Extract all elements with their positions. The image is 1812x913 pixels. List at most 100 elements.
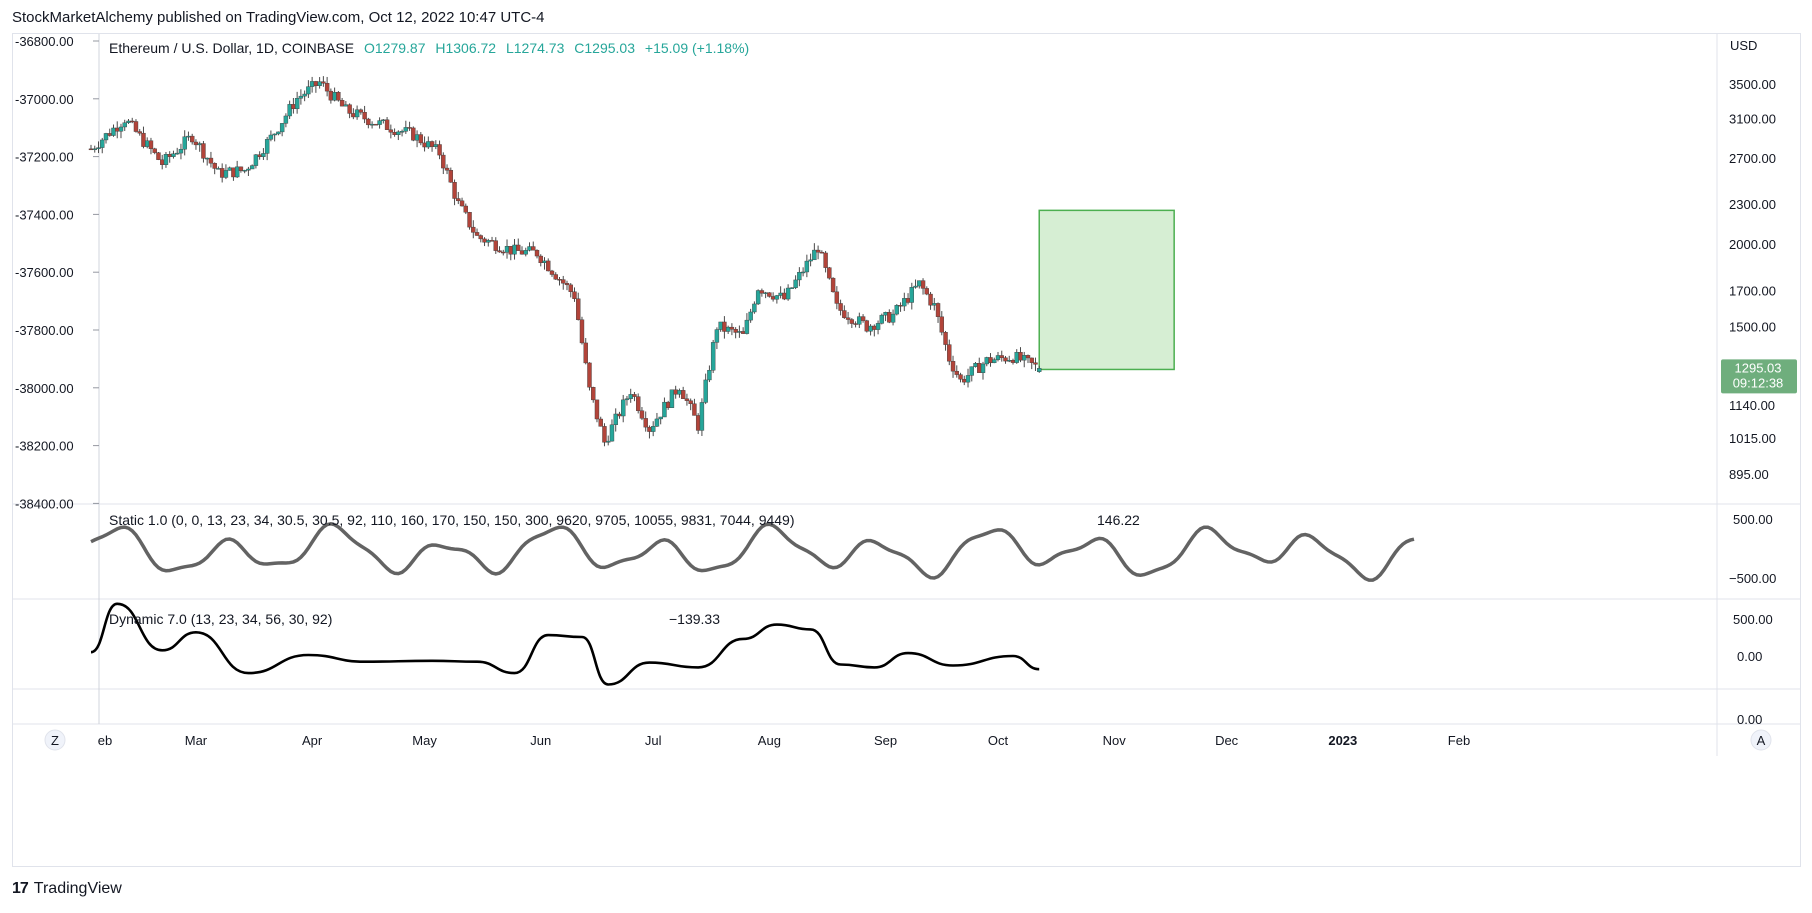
candle-body	[842, 310, 847, 318]
candle-body	[980, 363, 986, 373]
candle-body	[553, 274, 558, 280]
candle-body	[309, 81, 315, 87]
time-axis[interactable]: eb Mar Apr May Jun Jul Aug Sep Oct Nov Dec 2023 Feb	[98, 733, 1470, 748]
candle-body	[433, 144, 439, 147]
timezone-button[interactable]: Z	[44, 729, 66, 751]
candle-body	[714, 329, 720, 343]
close-value: C1295.03	[574, 40, 635, 56]
candle-body	[523, 250, 528, 255]
candle-body	[763, 292, 768, 294]
candle-body	[872, 325, 877, 330]
candle-body	[710, 342, 716, 371]
left-scale-tick: -37400.00	[15, 207, 74, 222]
candle-body	[583, 342, 588, 364]
candle-body	[1014, 352, 1019, 363]
candle-body	[171, 153, 176, 157]
candle-body	[834, 291, 840, 304]
main-legend[interactable]: Ethereum / U.S. Dollar, 1D, COINBASE O12…	[109, 40, 749, 56]
candle-body	[1010, 360, 1016, 363]
candle-body	[478, 235, 483, 240]
candlestick-series[interactable]	[88, 76, 1042, 447]
candle-body	[639, 410, 645, 419]
left-price-scale[interactable]: -36800.00 -37000.00 -37200.00 -37400.00 -376…	[15, 34, 99, 511]
static-oscillator-line[interactable]	[90, 522, 1415, 582]
candle-body	[474, 232, 480, 236]
candle-body	[103, 133, 109, 141]
candle-body	[175, 152, 180, 155]
candle-body	[122, 122, 127, 128]
candle-body	[1033, 362, 1038, 365]
candle-body	[958, 374, 963, 380]
candle-body	[827, 267, 832, 279]
timezone-button-label: Z	[51, 733, 59, 748]
left-scale-tick: -37200.00	[15, 150, 74, 165]
candle-body	[152, 148, 157, 153]
candle-body	[1022, 355, 1027, 361]
candle-body	[722, 321, 727, 332]
candle-body	[665, 401, 671, 408]
candle-body	[302, 93, 307, 97]
tradingview-logo[interactable]: 17 TradingView	[12, 880, 122, 898]
candle-body	[650, 426, 656, 432]
candle-body	[92, 148, 97, 151]
candle-body	[418, 134, 424, 144]
low-value: L1274.73	[506, 40, 565, 56]
time-axis-label: Jun	[530, 733, 551, 748]
candle-body	[216, 168, 221, 170]
candle-body	[695, 415, 701, 431]
candle-body	[283, 115, 289, 124]
candle-body	[564, 283, 570, 286]
candle-body	[126, 120, 131, 123]
candle-body	[962, 378, 967, 383]
candle-body	[860, 316, 866, 321]
right-price-scale[interactable]: 3500.00 3100.00 2700.00 2300.00 2000.00 1700.…	[1729, 77, 1776, 482]
candle-body	[913, 285, 918, 288]
candle-body	[598, 418, 603, 427]
candle-body	[789, 287, 795, 289]
candle-body	[965, 375, 971, 383]
chart-frame[interactable]: -36800.00 -37000.00 -37200.00 -37400.00 -376…	[12, 33, 1801, 867]
time-axis-label: Nov	[1103, 733, 1127, 748]
candle-body	[1003, 357, 1008, 362]
candle-body	[703, 379, 708, 403]
price-scale-tick: 895.00	[1729, 467, 1769, 482]
candle-body	[992, 359, 997, 364]
candle-body	[845, 317, 851, 320]
candle-body	[204, 157, 210, 160]
candle-body	[396, 131, 401, 135]
candle-body	[621, 399, 626, 417]
candle-body	[561, 279, 566, 284]
candle-body	[591, 387, 596, 401]
candle-body	[628, 394, 633, 399]
candle-body	[234, 166, 240, 178]
candle-body	[774, 295, 780, 300]
candle-body	[317, 81, 322, 86]
candle-body	[358, 109, 364, 113]
candle-body	[261, 153, 266, 157]
candle-body	[118, 126, 124, 132]
time-axis-label: Jul	[645, 733, 662, 748]
candle-body	[373, 123, 379, 126]
time-axis-label: Dec	[1215, 733, 1239, 748]
candle-body	[890, 313, 896, 323]
candle-body	[636, 396, 641, 411]
candle-body	[924, 288, 929, 295]
candle-body	[617, 413, 622, 417]
candle-body	[995, 355, 1001, 360]
candle-body	[287, 104, 292, 117]
candle-body	[148, 140, 154, 149]
dynamic-oscillator-line[interactable]	[90, 602, 1040, 686]
auto-scale-button[interactable]: A	[1750, 729, 1772, 751]
candle-body	[647, 426, 652, 432]
candle-body	[744, 319, 750, 334]
chart-canvas[interactable]: -36800.00 -37000.00 -37200.00 -37400.00 -376…	[13, 34, 1800, 866]
price-scale-tick: 1015.00	[1729, 431, 1776, 446]
candle-body	[602, 426, 607, 443]
target-box[interactable]	[1038, 209, 1175, 371]
candle-body	[414, 134, 420, 141]
candle-body	[141, 132, 146, 147]
price-scale-tick: 3100.00	[1729, 112, 1776, 127]
candle-body	[1037, 368, 1042, 372]
price-scale-tick: 1140.00	[1729, 398, 1775, 413]
candle-body	[212, 163, 217, 169]
